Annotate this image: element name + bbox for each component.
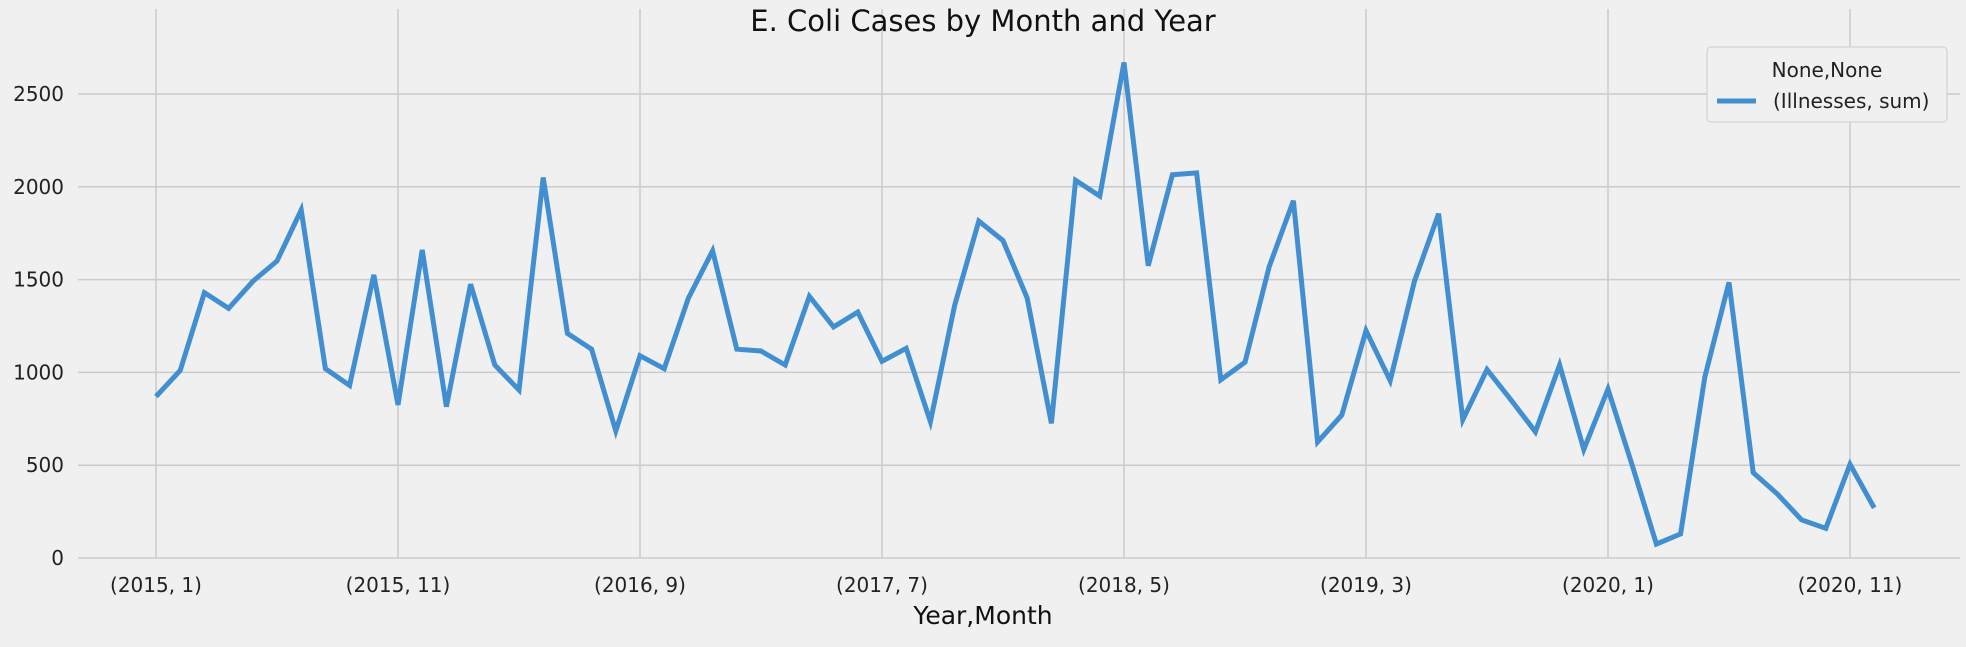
y-tick-label: 1000 bbox=[13, 360, 64, 384]
x-tick-label: (2018, 5) bbox=[1078, 573, 1170, 597]
legend-label: (Illnesses, sum) bbox=[1773, 89, 1929, 113]
x-tick-label: (2019, 3) bbox=[1320, 573, 1412, 597]
y-tick-label: 2000 bbox=[13, 175, 64, 199]
series-line bbox=[154, 61, 1877, 548]
x-axis-label: Year,Month bbox=[912, 601, 1052, 630]
y-tick-label: 1500 bbox=[13, 268, 64, 292]
legend-title: None,None bbox=[1772, 58, 1883, 82]
x-tick-label: (2020, 11) bbox=[1798, 573, 1903, 597]
x-tick-label: (2016, 9) bbox=[594, 573, 686, 597]
y-tick-label: 2500 bbox=[13, 82, 64, 106]
legend: None,None (Illnesses, sum) bbox=[1706, 46, 1948, 123]
x-tick-label: (2020, 1) bbox=[1562, 573, 1654, 597]
x-tick-label: (2017, 7) bbox=[836, 573, 928, 597]
x-tick-labels: (2015, 1) (2015, 11) (2016, 9) (2017, 7) (20… bbox=[110, 573, 1902, 597]
chart-title: E. Coli Cases by Month and Year bbox=[750, 4, 1216, 38]
legend-box bbox=[1706, 46, 1948, 123]
x-tick-label: (2015, 1) bbox=[110, 573, 202, 597]
y-tick-label: 0 bbox=[51, 546, 64, 570]
y-tick-label: 500 bbox=[26, 453, 64, 477]
y-tick-labels: 0 500 1000 1500 2000 2500 bbox=[13, 82, 64, 570]
x-tick-label: (2015, 11) bbox=[346, 573, 451, 597]
series-group bbox=[154, 61, 1877, 548]
